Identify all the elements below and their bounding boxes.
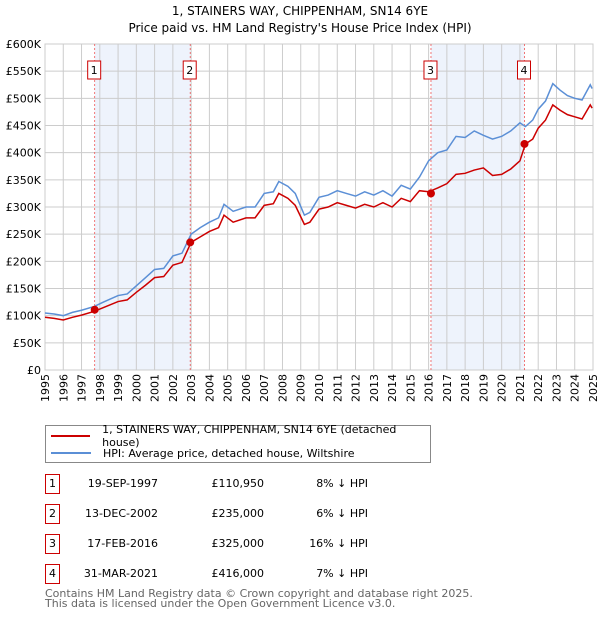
x-tick-label: 2002 [167,374,180,402]
x-tick-label: 2024 [569,374,582,402]
sale-price: £235,000 [211,507,265,520]
sale-point [520,139,529,148]
y-tick-label: £50K [13,337,42,350]
x-tick-label: 1996 [57,374,70,402]
x-tick-label: 2016 [423,374,436,402]
legend: 1, STAINERS WAY, CHIPPENHAM, SN14 6YE (d… [45,423,431,463]
y-tick-label: £150K [6,283,42,296]
x-tick-label: 2025 [587,374,600,402]
x-tick-label: 2005 [222,374,235,402]
sale-hpi-diff: 7% ↓ HPI [316,567,368,580]
legend-swatch-blue [51,452,91,454]
x-tick-label: 2004 [203,374,216,402]
sale-point [186,238,195,247]
price-chart: 1, STAINERS WAY, CHIPPENHAM, SN14 6YE Pri… [6,4,600,402]
x-tick-label: 2020 [496,374,509,402]
x-tick-label: 2022 [532,374,545,402]
sale-number-badge: 3 [45,534,60,554]
x-tick-label: 2001 [149,374,162,402]
x-tick-label: 2009 [295,374,308,402]
chart-subtitle: Price paid vs. HM Land Registry's House … [128,21,471,35]
x-tick-label: 2015 [404,374,417,402]
sale-price: £416,000 [211,567,265,580]
y-tick-label: £500K [6,92,42,105]
y-tick-label: £600K [6,38,42,51]
footer-licence: This data is licensed under the Open Gov… [45,597,396,610]
x-tick-label: 2011 [331,374,344,402]
y-tick-label: £300K [6,201,42,214]
sale-marker-label: 4 [521,64,528,77]
x-tick-label: 2014 [386,374,399,402]
plot-frame [44,43,594,371]
y-tick-label: £200K [6,255,42,268]
sale-marker-box [517,60,531,80]
x-tick-label: 2021 [514,374,527,402]
sale-marker-label: 1 [91,64,98,77]
series-line [44,103,593,321]
x-tick-label: 2006 [240,374,253,402]
sale-marker-box [423,60,438,80]
sale-number-badge: 2 [45,504,60,524]
sale-number-badge: 4 [45,564,60,584]
x-tick-label: 2017 [441,374,454,402]
chart-title: 1, STAINERS WAY, CHIPPENHAM, SN14 6YE [172,4,428,18]
sale-point [426,189,435,198]
sale-date: 31-MAR-2021 [83,567,158,580]
y-tick-label: £350K [6,174,42,187]
x-tick-label: 2000 [130,374,143,402]
sale-marker-box [182,60,197,80]
sale-marker-box [87,60,102,80]
x-tick-label: 1995 [39,374,52,402]
y-tick-label: £400K [6,147,42,160]
x-tick-label: 1998 [94,374,107,402]
sale-date: 17-FEB-2016 [87,537,158,550]
x-tick-label: 2012 [350,374,363,402]
sale-point [90,305,99,314]
y-tick-label: £0 [27,364,41,377]
x-tick-label: 1997 [76,374,89,402]
legend-item-property: 1, STAINERS WAY, CHIPPENHAM, SN14 6YE (d… [46,423,430,449]
legend-item-hpi: HPI: Average price, detached house, Wilt… [46,445,355,461]
sale-hpi-diff: 8% ↓ HPI [316,477,368,490]
sale-marker-label: 2 [186,64,193,77]
y-tick-label: £100K [6,310,42,323]
x-tick-label: 2010 [313,374,326,402]
footer-copyright: Contains HM Land Registry data © Crown c… [45,587,473,600]
legend-label: 1, STAINERS WAY, CHIPPENHAM, SN14 6YE (d… [102,423,397,449]
x-tick-label: 2003 [185,374,198,402]
y-tick-label: £450K [6,120,42,133]
x-tick-label: 2013 [368,374,381,402]
legend-label: HPI: Average price, detached house, Wilt… [103,446,355,460]
sale-number-badge: 1 [45,474,60,494]
sale-date: 19-SEP-1997 [87,477,158,490]
sale-price: £110,950 [211,477,265,490]
y-tick-label: £250K [6,228,42,241]
sale-marker-label: 3 [427,64,434,77]
x-tick-label: 2018 [459,374,472,402]
legend-swatch-red [51,435,91,437]
footer: Contains HM Land Registry data © Crown c… [45,587,473,610]
x-tick-label: 2023 [550,374,563,402]
sale-hpi-diff: 6% ↓ HPI [316,507,368,520]
sale-date: 13-DEC-2002 [84,507,158,520]
series-line [44,82,593,317]
x-tick-label: 2007 [258,374,271,402]
y-tick-label: £550K [6,65,42,78]
x-tick-label: 1999 [112,374,125,402]
sale-hpi-diff: 16% ↓ HPI [309,537,368,550]
sale-price: £325,000 [211,537,265,550]
x-tick-label: 2019 [477,374,490,402]
x-tick-label: 2008 [276,374,289,402]
